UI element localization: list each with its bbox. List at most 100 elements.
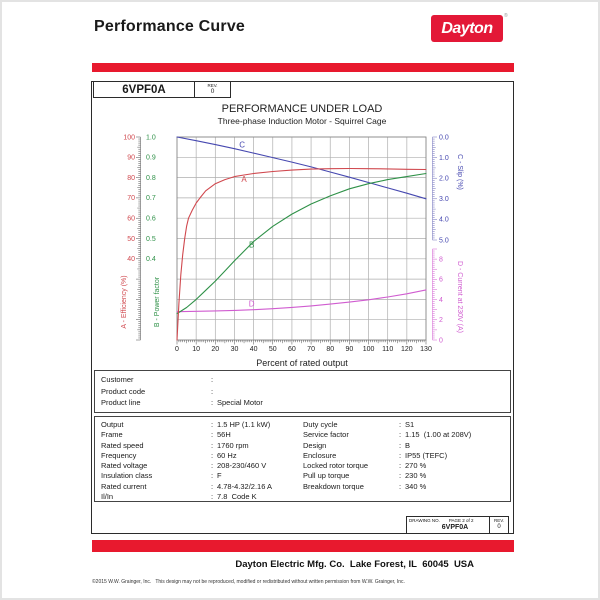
spec-row: Rated speed:1760 rpm Design: B: [101, 441, 510, 451]
svg-text:1.0: 1.0: [146, 134, 156, 141]
svg-text:B - Power factor: B - Power factor: [154, 276, 161, 327]
titleblock-drawing-no-label: DRAWING NO.: [409, 518, 440, 523]
field-label: Output: [101, 420, 124, 429]
titleblock-rev-cell: REV. 0: [489, 517, 508, 533]
colon: :: [211, 481, 214, 491]
drawing-number: 6VPF0A: [93, 81, 194, 98]
svg-text:80: 80: [326, 346, 334, 353]
field-value: 60 Hz: [217, 450, 237, 460]
colon: :: [211, 492, 214, 502]
chart-title: PERFORMANCE UNDER LOAD: [221, 103, 383, 115]
svg-text:C - Slip (%): C - Slip (%): [456, 154, 463, 190]
field-label: Customer: [101, 375, 134, 384]
svg-text:10: 10: [192, 346, 200, 353]
field-value: F: [217, 471, 222, 481]
colon: :: [399, 420, 402, 429]
field-label: Frequency: [101, 450, 137, 460]
field-value: B: [405, 440, 411, 450]
brand-bar-bottom: [92, 540, 514, 552]
x-axis-label: Percent of rated output: [256, 358, 348, 368]
svg-text:80: 80: [127, 175, 135, 182]
field-label: Insulation class: [101, 471, 153, 481]
rev-value: 0: [210, 88, 215, 95]
field-label: Breakdown torque: [303, 481, 364, 491]
customer-row: Product line: Special Motor: [101, 397, 510, 409]
dayton-logo-text: Dayton: [441, 19, 493, 37]
colon: :: [211, 450, 214, 460]
field-value: 1760 rpm: [217, 440, 249, 450]
svg-text:100: 100: [123, 134, 135, 141]
field-value: 56H: [217, 430, 231, 440]
field-value: S1: [405, 420, 415, 429]
svg-text:5.0: 5.0: [439, 237, 449, 244]
titleblock-drawing-no: 6VPF0A: [441, 524, 469, 531]
performance-chart: 1009080706050401.00.90.80.70.60.50.40.01…: [121, 134, 463, 353]
svg-text:1.0: 1.0: [439, 155, 449, 162]
titleblock-main: DRAWING NO. PAGE 2 of 2 6VPF0A: [407, 517, 489, 533]
field-label: Enclosure: [303, 450, 337, 460]
svg-text:0: 0: [175, 346, 179, 353]
svg-text:C: C: [239, 140, 245, 149]
svg-text:0.6: 0.6: [146, 216, 156, 223]
svg-text:2.0: 2.0: [439, 176, 449, 183]
field-label: Design: [303, 440, 327, 450]
colon: :: [211, 420, 214, 429]
spec-row: Frequency:60 Hz Enclosure: IP55 (TEFC): [101, 451, 510, 461]
svg-text:60: 60: [127, 216, 135, 223]
svg-text:2: 2: [439, 317, 443, 324]
spec-row: Il/In:7.8 Code K: [101, 492, 510, 502]
svg-text:A - Efficiency (%): A - Efficiency (%): [121, 275, 128, 328]
field-label: Il/In: [101, 492, 114, 502]
svg-text:D - Current at 230V (A): D - Current at 230V (A): [456, 261, 463, 333]
svg-text:0.4: 0.4: [146, 256, 156, 263]
colon: :: [211, 440, 214, 450]
svg-text:50: 50: [127, 236, 135, 243]
field-value: 4.78-4.32/2.16 A: [217, 481, 273, 491]
field-value: 1.5 HP (1.1 kW): [217, 420, 271, 429]
field-value: 230 %: [405, 471, 427, 481]
colon: :: [399, 471, 402, 481]
colon: :: [211, 461, 214, 471]
svg-text:50: 50: [269, 346, 277, 353]
field-label: Frame: [101, 430, 123, 440]
field-value: 340 %: [405, 481, 427, 491]
colon: :: [211, 398, 214, 407]
spec-row: Output:1.5 HP (1.1 kW) Duty cycle: S1: [101, 420, 510, 430]
svg-text:90: 90: [127, 155, 135, 162]
page-indicator: PAGE 2 of 2: [448, 518, 474, 523]
svg-text:30: 30: [231, 346, 239, 353]
titleblock-rev-label: REV.: [493, 518, 505, 523]
field-label: Product line: [101, 398, 141, 407]
drawing-number-box: 6VPF0A REV. 0: [93, 81, 231, 98]
brand-bar-top: [92, 63, 514, 72]
svg-text:B: B: [249, 240, 254, 249]
registered-trademark-mark: ®: [504, 13, 508, 19]
svg-text:0.0: 0.0: [439, 134, 449, 141]
field-label: Pull up torque: [303, 471, 350, 481]
titleblock-rev-value: 0: [497, 524, 501, 530]
footer-copyright: ©2015 W.W. Grainger, Inc. This design ma…: [92, 579, 405, 585]
colon: :: [211, 386, 214, 396]
field-value: 270 %: [405, 461, 427, 471]
chart-subtitle: Three-phase Induction Motor - Squirrel C…: [217, 116, 387, 126]
svg-text:0.9: 0.9: [146, 155, 156, 162]
field-label: Product code: [101, 386, 146, 396]
customer-row: Product code:: [101, 386, 510, 398]
svg-text:40: 40: [250, 346, 258, 353]
svg-text:130: 130: [420, 346, 432, 353]
customer-box: Customer: Product code: Product line: Speci…: [94, 370, 511, 413]
field-label: Locked rotor torque: [303, 461, 369, 471]
field-value: [405, 492, 510, 502]
field-label: Duty cycle: [303, 420, 338, 429]
rev-label: REV.: [207, 82, 218, 88]
colon: :: [399, 430, 402, 440]
svg-text:40: 40: [127, 256, 135, 263]
customer-row: Customer:: [101, 374, 510, 386]
spec-row: Rated voltage:208-230/460 V Locked rotor …: [101, 461, 510, 471]
svg-text:110: 110: [382, 346, 393, 353]
field-value: 208-230/460 V: [217, 461, 267, 471]
field-value: Special Motor: [217, 398, 263, 407]
svg-text:0.7: 0.7: [146, 195, 156, 202]
svg-text:20: 20: [211, 346, 219, 353]
document-frame: [91, 81, 514, 534]
